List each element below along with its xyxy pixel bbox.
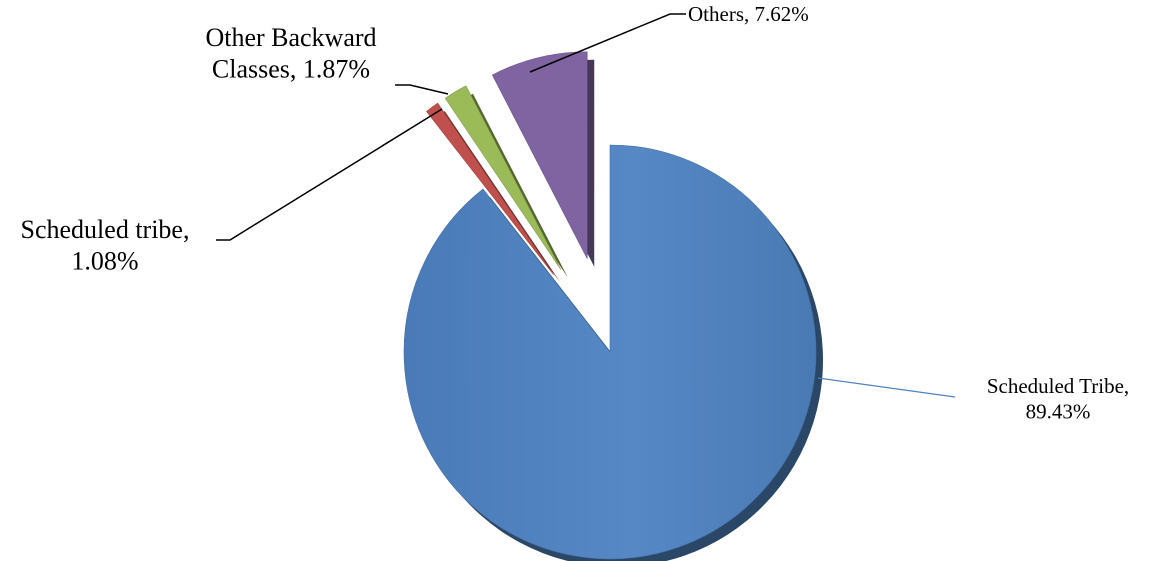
data-label-line2: 89.43% xyxy=(1026,400,1091,424)
slice-others-3 xyxy=(491,51,588,259)
data-label-others-3: Others, 7.62% xyxy=(688,2,809,26)
data-label-line1: Scheduled tribe, xyxy=(21,215,190,244)
data-label-scheduled-tribe-1: Scheduled tribe, 1.08% xyxy=(21,215,190,276)
data-label-line1: Scheduled Tribe, xyxy=(987,374,1129,398)
leader-line-scheduled-tribe-0 xyxy=(817,377,956,398)
slice-other-backward-classes-2 xyxy=(444,85,562,270)
data-label-line2: Classes, 1.87% xyxy=(212,55,370,84)
leader-line-other-backward-classes-2 xyxy=(395,84,449,95)
data-label-line1: Other Backward xyxy=(205,23,376,52)
leader-line-others-3 xyxy=(529,13,686,73)
data-label-line2: 1.08% xyxy=(71,247,138,276)
leader-line-scheduled-tribe-1 xyxy=(216,108,443,241)
data-label-scheduled-tribe-0: Scheduled Tribe, 89.43% xyxy=(987,374,1129,424)
slice-scheduled-tribe-0 xyxy=(403,144,817,560)
data-label-other-backward-classes-2: Other Backward Classes, 1.87% xyxy=(205,23,376,84)
slice-scheduled-tribe-1 xyxy=(426,102,554,275)
data-label-line1: Others, 7.62% xyxy=(688,2,809,26)
